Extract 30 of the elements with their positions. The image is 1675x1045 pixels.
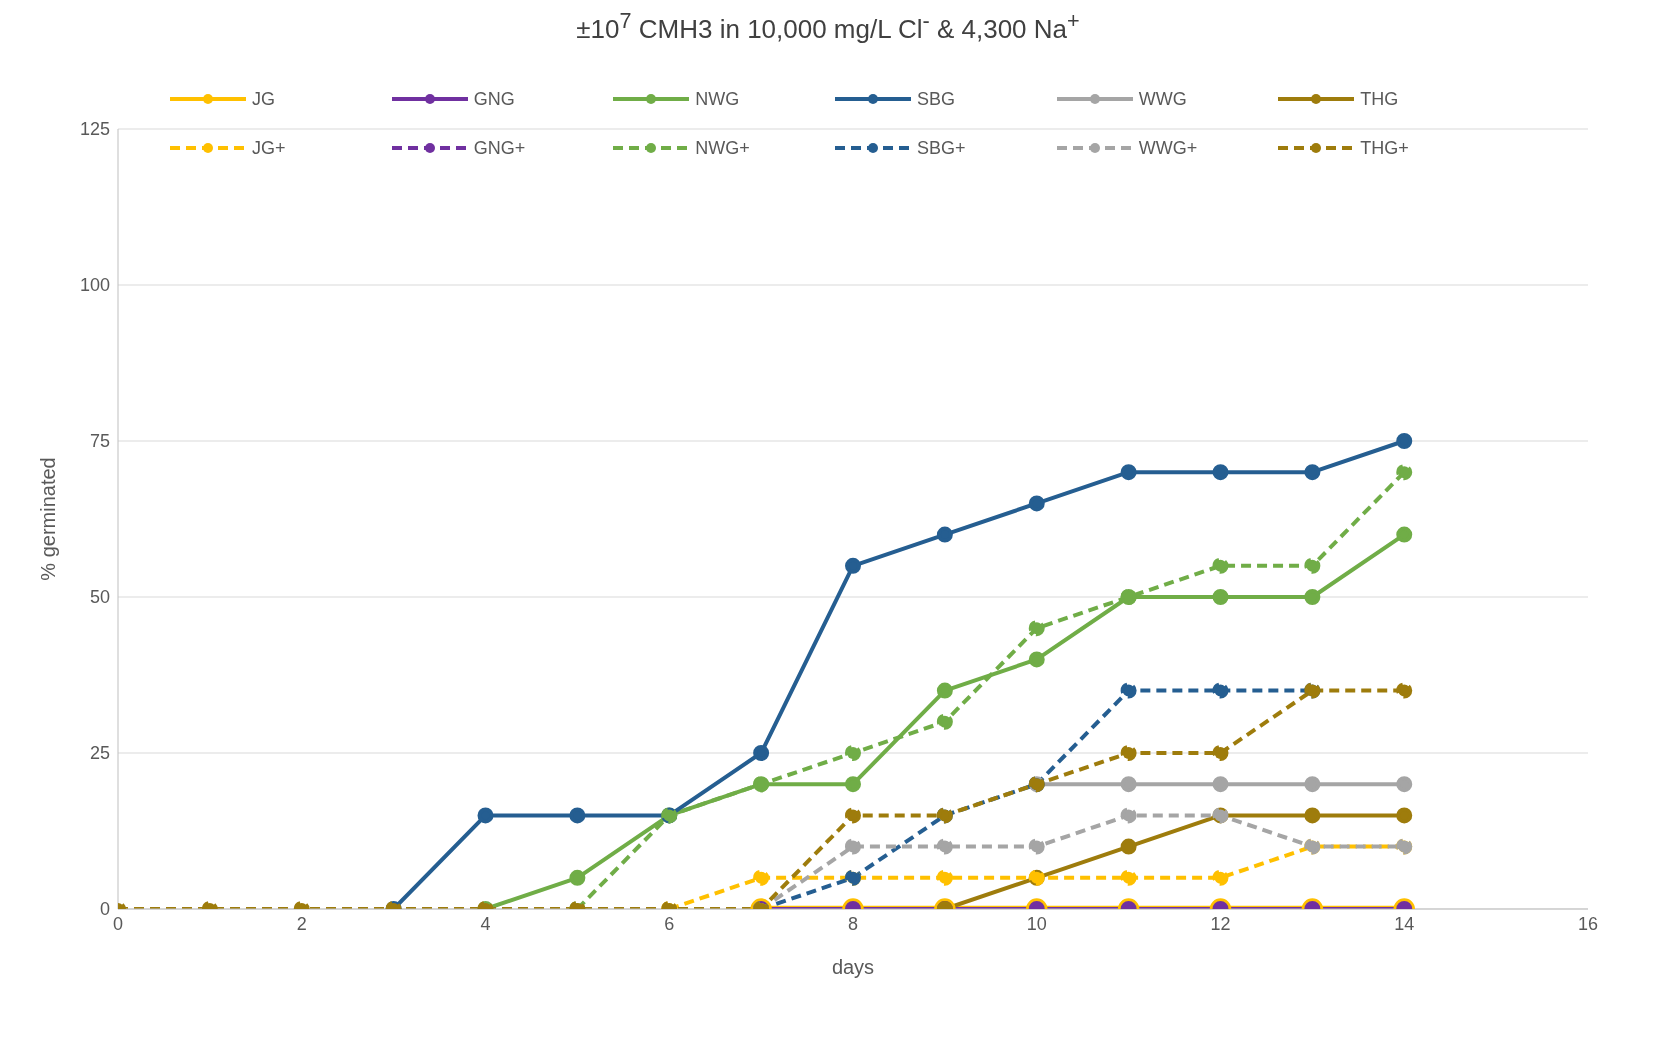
y-tick-label: 0	[99, 899, 110, 920]
x-tick-label: 8	[847, 913, 859, 934]
legend-label: WWG+	[1138, 137, 1198, 159]
x-tick-label: 10	[1026, 913, 1047, 934]
x-tick-label: 2	[296, 913, 307, 934]
y-tick-label: 125	[79, 119, 110, 140]
x-tick-label: 12	[1210, 913, 1231, 934]
legend-label: SBG+	[917, 137, 966, 159]
legend-label: NWG	[695, 88, 740, 110]
y-axis-title: % germinated	[37, 456, 60, 581]
legend-label: WWG	[1138, 88, 1187, 110]
x-tick-label: 14	[1394, 913, 1415, 934]
x-tick-label: 16	[1577, 913, 1599, 934]
legend-label: THG+	[1360, 137, 1409, 159]
legend-label: THG	[1360, 88, 1399, 110]
legend-label: JG	[252, 88, 276, 110]
legend-label: JG+	[252, 137, 286, 159]
x-tick-label: 6	[664, 913, 675, 934]
y-tick-label: 100	[79, 275, 110, 296]
y-tick-label: 50	[89, 587, 110, 608]
legend-label: SBG	[917, 88, 956, 110]
x-tick-label: 0	[112, 913, 124, 934]
x-axis-title: days	[831, 955, 875, 978]
chart-title: ±10$^{7}$ CMH3 in 10,000 mg/L Cl$^{-}$ & 4,300 Na$^{+}$	[575, 8, 1081, 45]
legend-label: GNG+	[473, 137, 526, 159]
y-tick-label: 75	[89, 431, 110, 452]
y-tick-label: 25	[89, 743, 110, 764]
legend-label: GNG	[473, 88, 515, 110]
x-tick-label: 4	[480, 913, 491, 934]
legend-label: NWG+	[695, 137, 750, 159]
